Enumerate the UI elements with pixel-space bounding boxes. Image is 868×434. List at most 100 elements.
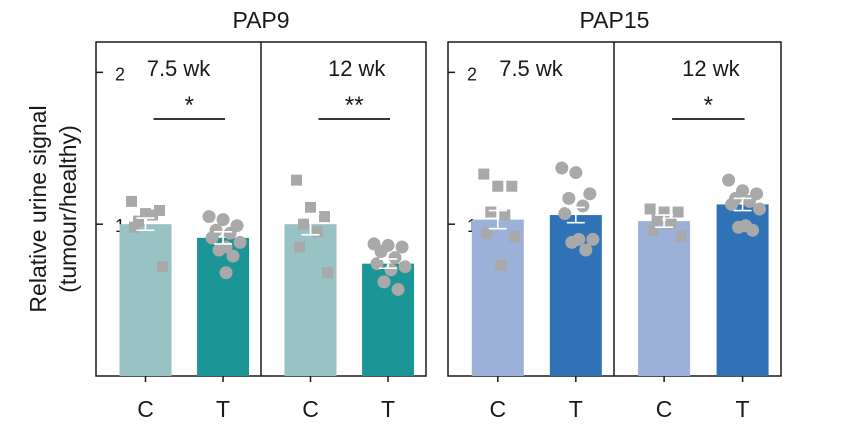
bar-rect [716, 204, 769, 376]
bar-T: T [716, 173, 769, 422]
data-point [219, 266, 233, 280]
data-point [216, 213, 230, 227]
panel-title: PAP9 [232, 7, 289, 33]
data-point [732, 220, 746, 234]
y-axis-label-line: (tumour/healthy) [55, 125, 81, 292]
data-point [658, 206, 670, 218]
bar-T: T [549, 161, 602, 422]
bar-rect [471, 219, 524, 376]
data-point [485, 206, 497, 218]
data-point [644, 203, 656, 215]
data-point [223, 226, 237, 240]
data-point [509, 230, 521, 242]
data-point [157, 261, 168, 273]
data-point [746, 223, 760, 237]
bar-T: T [197, 210, 250, 422]
data-point [298, 218, 309, 230]
data-point [499, 209, 511, 221]
bar-rect [284, 224, 337, 376]
data-point [126, 195, 137, 207]
bar-rect [638, 221, 691, 376]
data-point [322, 267, 333, 279]
x-tick-label: C [302, 396, 319, 422]
data-point [147, 209, 158, 221]
data-point [569, 166, 583, 180]
data-point [212, 243, 226, 257]
x-tick-label: C [656, 396, 673, 422]
data-point [226, 249, 240, 263]
data-point [665, 218, 677, 230]
group-7-5-wk: 7.5 wk * C T [119, 56, 250, 422]
data-point [370, 257, 384, 271]
data-point [558, 207, 572, 221]
data-point [312, 226, 323, 238]
data-point [647, 224, 659, 236]
data-point [495, 259, 507, 271]
data-point [294, 241, 305, 253]
data-point [133, 215, 144, 227]
data-point [555, 161, 569, 175]
data-point [384, 263, 398, 277]
bar-rect [119, 224, 172, 376]
x-tick-label: T [381, 396, 395, 422]
significance-marker: * [704, 92, 713, 119]
timepoint-label: 12 wk [328, 56, 386, 81]
data-point [374, 245, 388, 259]
data-point [154, 205, 165, 217]
group-12-wk: 12 wk * C T [638, 56, 769, 422]
data-point [562, 191, 576, 205]
x-tick-label: T [569, 396, 583, 422]
group-12-wk: 12 wk ** C T [284, 56, 415, 422]
data-point [398, 260, 412, 274]
bar-C: C [471, 168, 524, 422]
data-point [129, 221, 140, 233]
data-point [753, 202, 767, 216]
bar-C: C [119, 195, 172, 422]
x-tick-label: T [736, 396, 750, 422]
x-tick-label: T [216, 396, 230, 422]
significance-marker: ** [345, 92, 364, 119]
bar-rect [197, 237, 250, 376]
data-point [395, 240, 409, 254]
data-point [722, 173, 736, 187]
data-point [579, 243, 593, 257]
data-point [481, 227, 493, 239]
data-point [140, 208, 151, 220]
data-point [291, 174, 302, 186]
y-axis-label-line: Relative urine signal [25, 105, 51, 312]
significance-marker: * [185, 92, 194, 119]
y-tick-label: 2 [115, 64, 125, 84]
data-point [675, 230, 687, 242]
data-point [202, 210, 216, 224]
bar-C: C [638, 203, 691, 422]
data-point [205, 231, 219, 245]
data-point [233, 235, 247, 249]
timepoint-label: 7.5 wk [147, 56, 212, 81]
y-axis-label: Relative urine signal (tumour/healthy) [25, 105, 81, 312]
data-point [583, 187, 597, 201]
panel-title: PAP15 [580, 7, 650, 33]
bar-C: C [284, 174, 337, 422]
y-tick-label: 2 [467, 64, 477, 84]
x-tick-label: C [489, 396, 506, 422]
data-point [565, 235, 579, 249]
data-point [672, 206, 684, 218]
data-point [586, 232, 600, 246]
data-point [319, 211, 330, 223]
data-point [492, 180, 504, 192]
data-point [576, 199, 590, 213]
data-point [377, 275, 391, 289]
x-tick-label: C [137, 396, 154, 422]
group-7-5-wk: 7.5 wk C T [471, 56, 602, 422]
data-point [391, 282, 405, 296]
data-point [388, 251, 402, 265]
data-point [651, 214, 663, 226]
timepoint-label: 7.5 wk [499, 56, 564, 81]
timepoint-label: 12 wk [682, 56, 740, 81]
data-point [725, 197, 739, 211]
data-point [305, 201, 316, 213]
